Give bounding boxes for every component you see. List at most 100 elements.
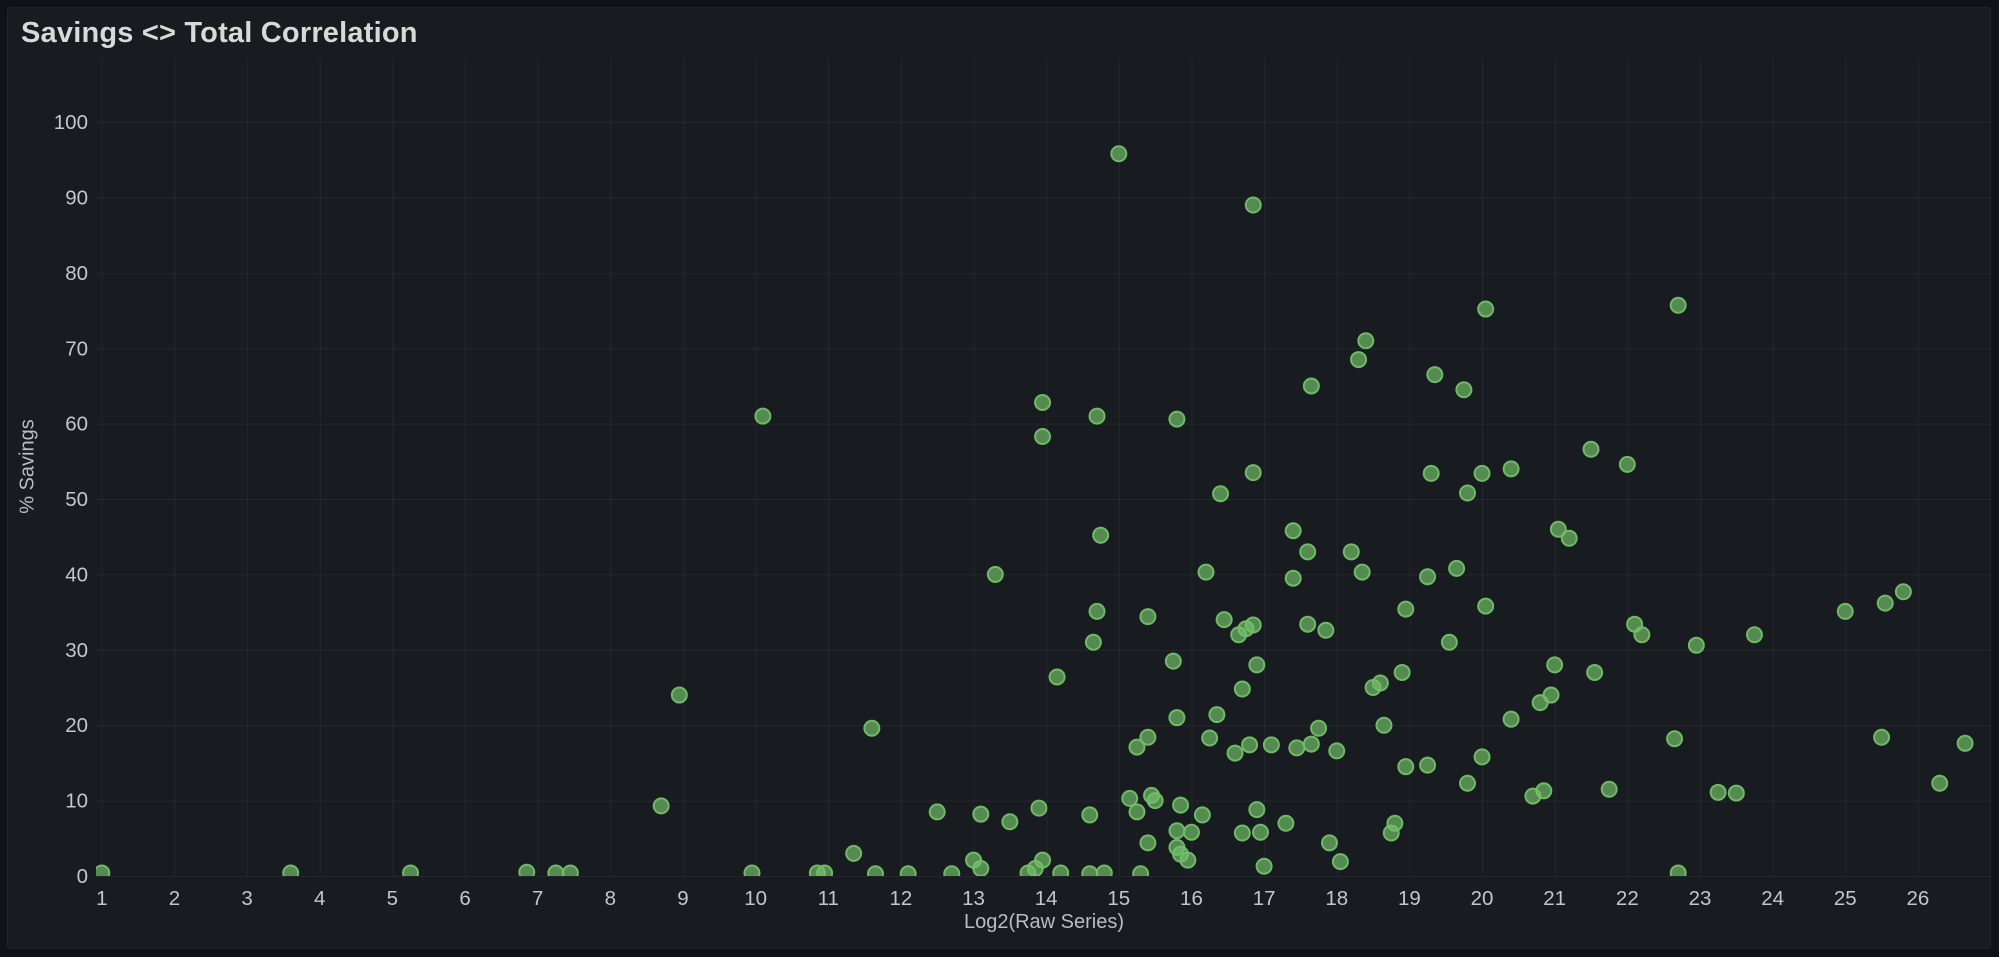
data-point[interactable] [1299, 543, 1317, 561]
data-point[interactable] [1876, 594, 1894, 612]
data-point[interactable] [1459, 774, 1477, 792]
data-point[interactable] [928, 803, 946, 821]
data-point[interactable] [1473, 748, 1491, 766]
data-point[interactable] [1088, 602, 1106, 620]
data-point[interactable] [1687, 636, 1705, 654]
data-point[interactable] [1397, 758, 1415, 776]
data-point[interactable] [1477, 300, 1495, 318]
data-point[interactable] [1357, 332, 1375, 350]
data-point[interactable] [1350, 351, 1368, 369]
data-point[interactable] [1299, 615, 1317, 633]
data-point[interactable] [1600, 780, 1618, 798]
data-point[interactable] [1139, 608, 1157, 626]
data-point[interactable] [1582, 440, 1600, 458]
data-point[interactable] [1709, 783, 1727, 801]
data-point[interactable] [1931, 774, 1949, 792]
data-point[interactable] [899, 865, 917, 881]
data-point[interactable] [1197, 563, 1215, 581]
data-point[interactable] [1110, 145, 1128, 163]
data-point[interactable] [1669, 864, 1687, 880]
data-point[interactable] [1084, 633, 1102, 651]
data-point[interactable] [1393, 663, 1411, 681]
data-point[interactable] [1342, 543, 1360, 561]
data-point[interactable] [1618, 455, 1636, 473]
data-point[interactable] [1894, 583, 1912, 601]
data-point[interactable] [1139, 834, 1157, 852]
data-point[interactable] [816, 864, 834, 880]
data-point[interactable] [1081, 806, 1099, 824]
data-point[interactable] [1182, 823, 1200, 841]
data-point[interactable] [1419, 756, 1437, 774]
data-point[interactable] [652, 797, 670, 815]
data-point[interactable] [1353, 563, 1371, 581]
data-point[interactable] [1088, 407, 1106, 425]
data-point[interactable] [282, 864, 300, 880]
data-point[interactable] [1873, 728, 1891, 746]
data-point[interactable] [986, 565, 1004, 583]
data-point[interactable] [1048, 668, 1066, 686]
data-point[interactable] [1251, 823, 1269, 841]
data-point[interactable] [1095, 864, 1113, 880]
data-point[interactable] [1302, 377, 1320, 395]
data-point[interactable] [866, 865, 884, 881]
data-point[interactable] [1226, 744, 1244, 762]
data-point[interactable] [1215, 611, 1233, 629]
data-point[interactable] [1146, 792, 1164, 810]
data-point[interactable] [1397, 600, 1415, 618]
data-point[interactable] [1284, 569, 1302, 587]
data-point[interactable] [1244, 196, 1262, 214]
data-point[interactable] [1560, 529, 1578, 547]
data-point[interactable] [1633, 626, 1651, 644]
data-point[interactable] [1034, 851, 1052, 869]
data-point[interactable] [1092, 526, 1110, 544]
data-point[interactable] [1277, 814, 1295, 832]
data-point[interactable] [743, 864, 761, 880]
data-point[interactable] [1956, 734, 1974, 752]
data-point[interactable] [1455, 381, 1473, 399]
data-point[interactable] [1477, 597, 1495, 615]
data-point[interactable] [754, 407, 772, 425]
data-point[interactable] [1081, 865, 1099, 881]
data-point[interactable] [863, 719, 881, 737]
data-point[interactable] [1128, 738, 1146, 756]
data-point[interactable] [1241, 736, 1259, 754]
data-point[interactable] [1052, 864, 1070, 880]
data-point[interactable] [1586, 663, 1604, 681]
data-point[interactable] [972, 859, 990, 876]
data-point[interactable] [1244, 464, 1262, 482]
data-point[interactable] [1121, 789, 1139, 807]
data-point[interactable] [1132, 865, 1150, 881]
data-point[interactable] [1193, 806, 1211, 824]
data-point[interactable] [1212, 485, 1230, 503]
data-point[interactable] [1034, 394, 1052, 412]
data-point[interactable] [1168, 709, 1186, 727]
data-point[interactable] [1419, 568, 1437, 586]
data-point[interactable] [1317, 621, 1335, 639]
data-point[interactable] [518, 863, 536, 880]
data-point[interactable] [1233, 824, 1251, 842]
data-point[interactable] [1208, 706, 1226, 724]
data-point[interactable] [94, 864, 111, 880]
data-point[interactable] [1422, 464, 1440, 482]
data-point[interactable] [1168, 410, 1186, 428]
data-point[interactable] [1030, 799, 1048, 817]
data-point[interactable] [1320, 834, 1338, 852]
data-point[interactable] [1288, 739, 1306, 757]
data-point[interactable] [1727, 784, 1745, 802]
data-point[interactable] [1542, 686, 1560, 704]
data-point[interactable] [972, 805, 990, 823]
data-point[interactable] [1255, 857, 1273, 875]
data-point[interactable] [1244, 616, 1262, 634]
data-point[interactable] [1836, 602, 1854, 620]
data-point[interactable] [1440, 633, 1458, 651]
data-point[interactable] [845, 844, 863, 862]
data-point[interactable] [1745, 626, 1763, 644]
data-point[interactable] [1128, 803, 1146, 821]
data-point[interactable] [1034, 427, 1052, 445]
data-point[interactable] [943, 865, 961, 881]
data-point[interactable] [670, 686, 688, 704]
data-point[interactable] [1459, 484, 1477, 502]
data-point[interactable] [1669, 296, 1687, 314]
data-point[interactable] [402, 864, 420, 880]
